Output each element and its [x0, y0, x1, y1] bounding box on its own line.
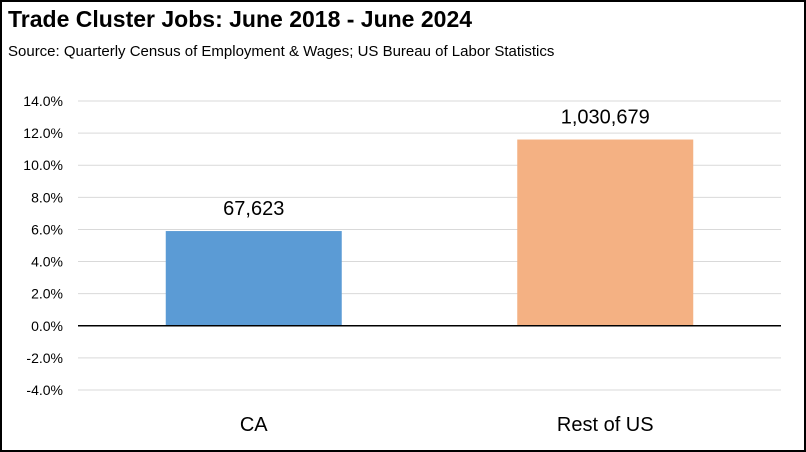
chart-subtitle: Source: Quarterly Census of Employment &… [8, 43, 555, 60]
y-tick-label: 14.0% [23, 93, 63, 109]
y-tick-label: 6.0% [31, 221, 63, 237]
y-tick-label: 12.0% [23, 125, 63, 141]
y-tick-label: -2.0% [26, 350, 63, 366]
y-tick-label: 8.0% [31, 189, 63, 205]
data-label: 67,623 [223, 198, 284, 220]
y-tick-label: 4.0% [31, 254, 63, 270]
bar [165, 231, 342, 326]
chart-title: Trade Cluster Jobs: June 2018 - June 202… [8, 6, 473, 32]
y-tick-label: 0.0% [31, 318, 63, 334]
y-tick-label: -4.0% [26, 382, 63, 398]
x-category-label: CA [240, 414, 268, 436]
x-category-label: Rest of US [557, 414, 654, 436]
x-axis: CA Rest of US [240, 414, 654, 436]
bars [165, 139, 694, 326]
bar [517, 139, 694, 326]
y-axis: 14.0% 12.0% 10.0% 8.0% 6.0% 4.0% 2.0% 0.0% -2.0%… [23, 93, 63, 398]
y-tick-label: 2.0% [31, 286, 63, 302]
y-tick-label: 10.0% [23, 157, 63, 173]
data-label: 1,030,679 [561, 107, 650, 129]
data-labels: 67,623 1,030,679 [223, 107, 650, 221]
